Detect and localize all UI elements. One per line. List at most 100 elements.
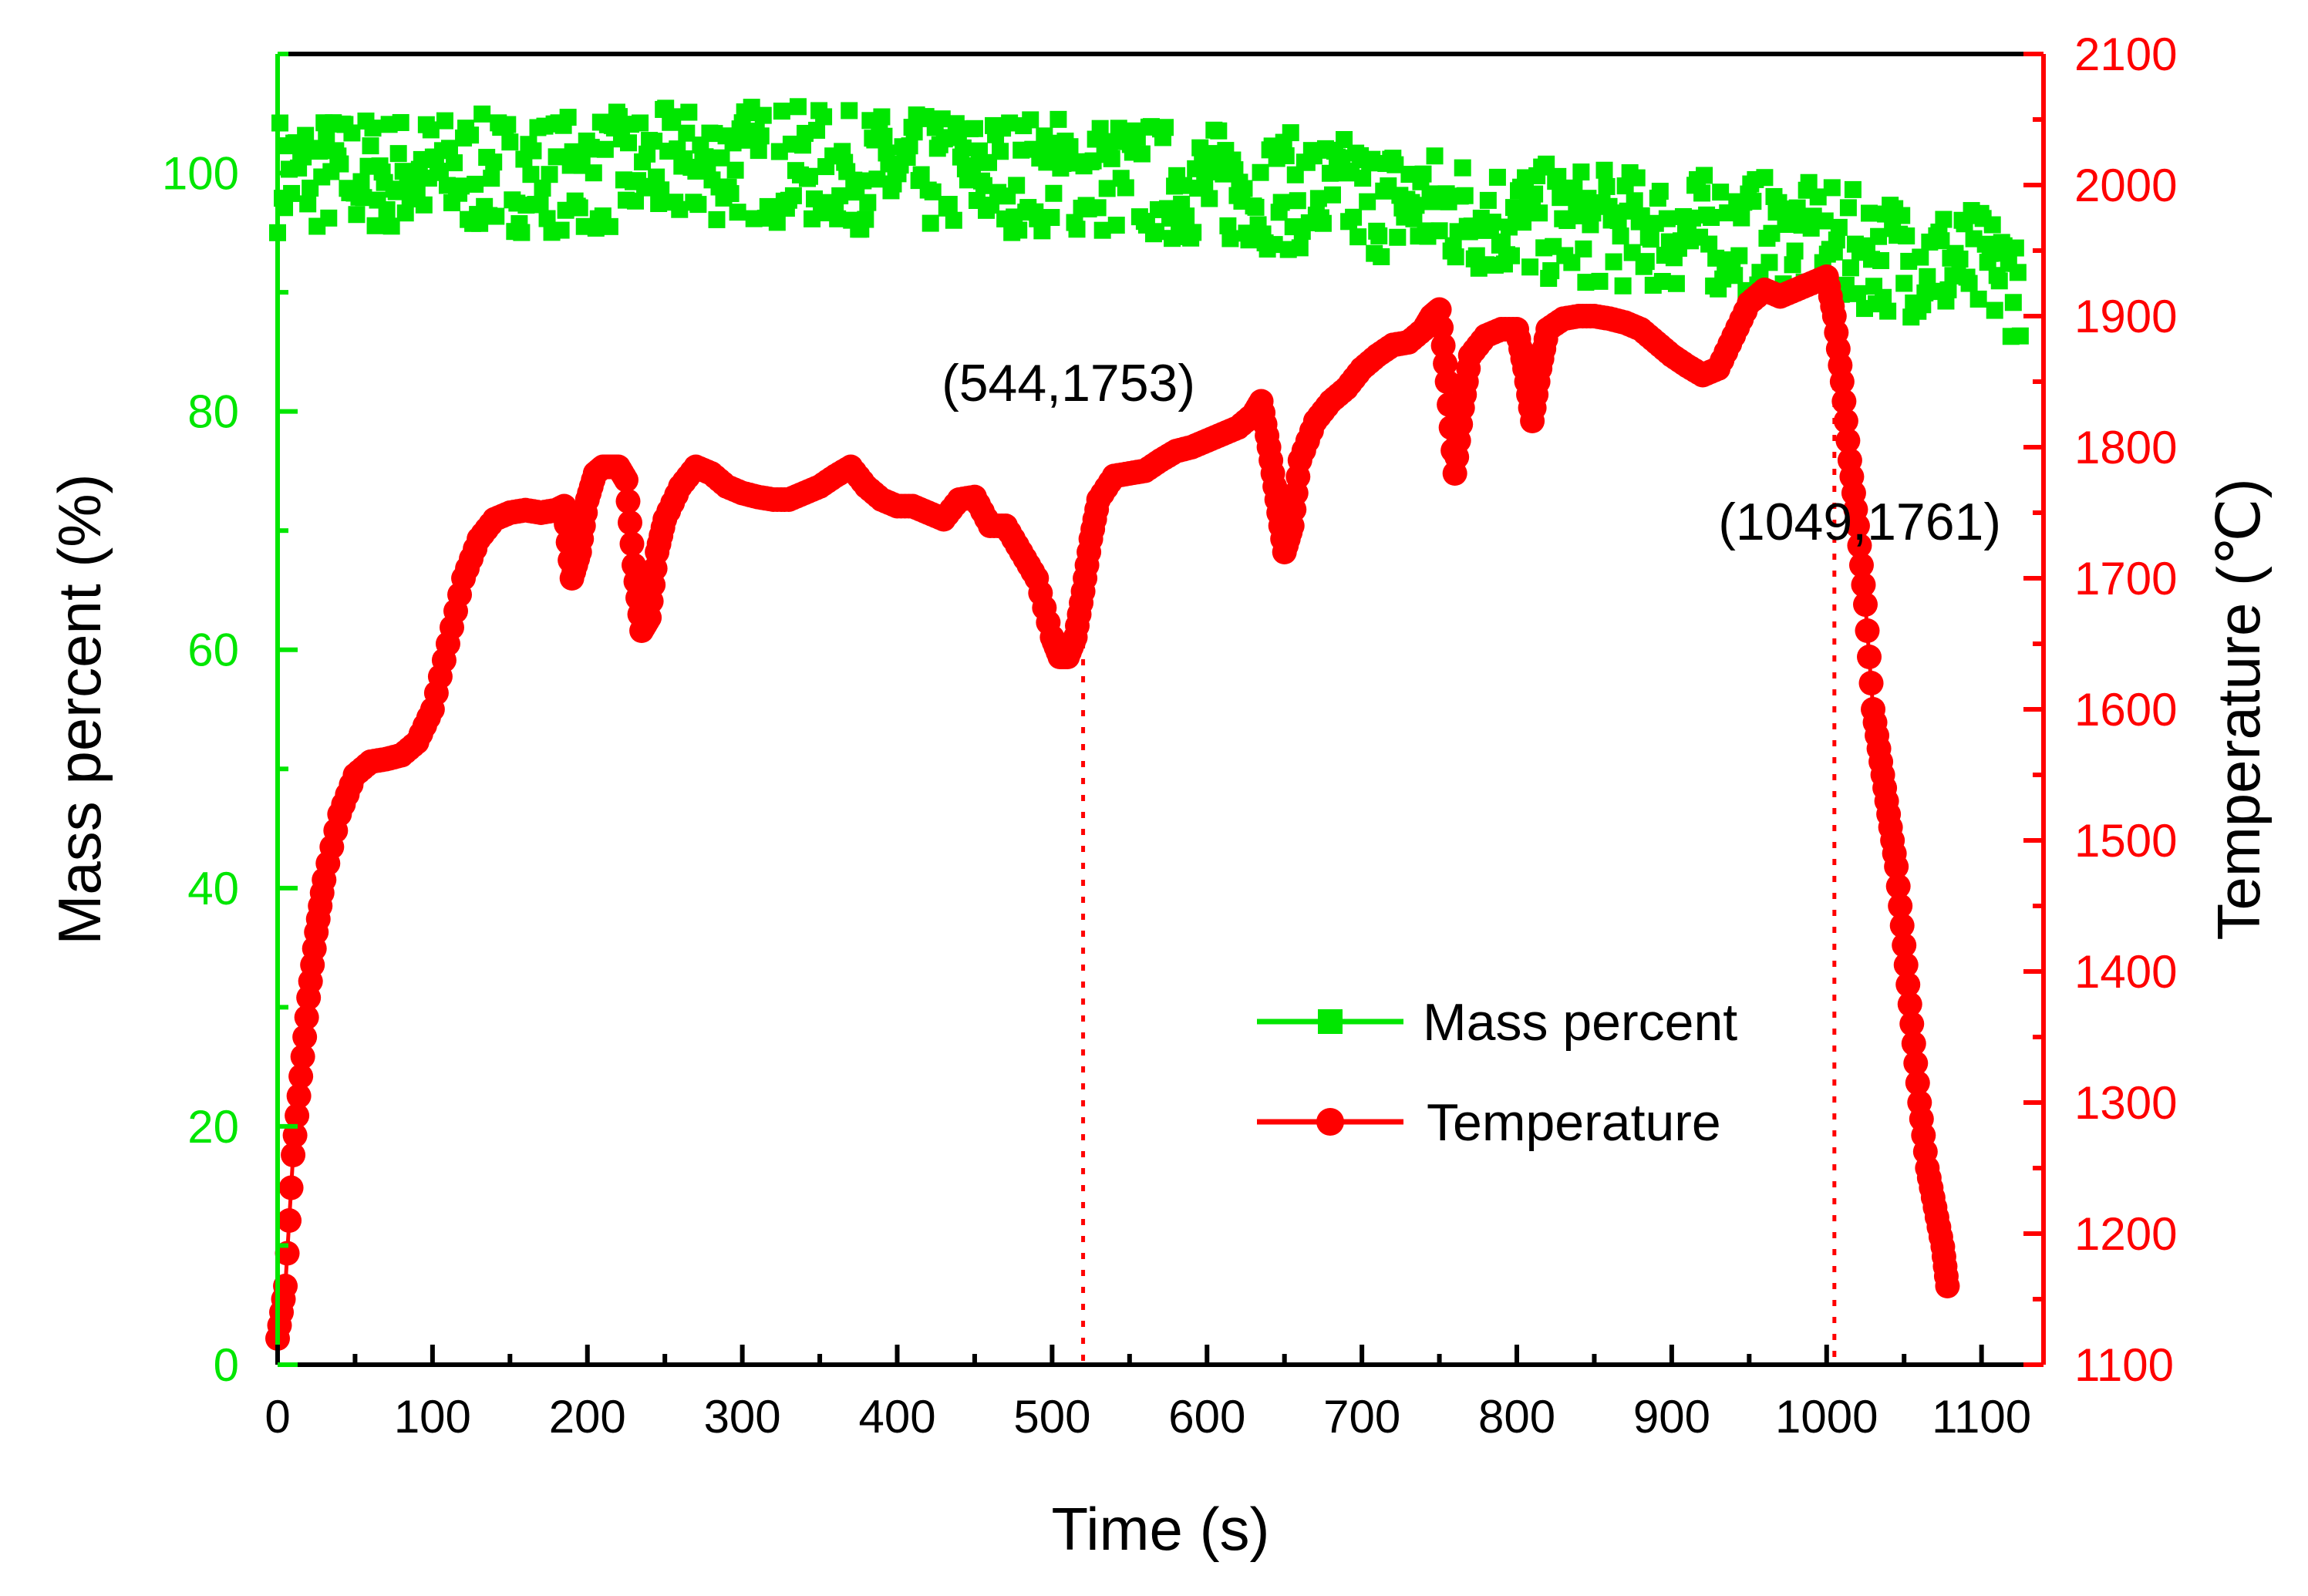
mass-point — [1932, 232, 1950, 250]
x-tick-label: 1000 — [1775, 1391, 1878, 1443]
mass-point — [462, 126, 480, 144]
mass-point — [1626, 192, 1643, 210]
mass-point — [1591, 272, 1609, 290]
temperature-point — [1835, 428, 1861, 453]
y-left-tick-label: 80 — [187, 386, 239, 438]
mass-point — [1986, 301, 2003, 319]
temperature-point — [619, 531, 645, 557]
mass-point — [808, 121, 826, 139]
y-right-tick-label: 2100 — [2074, 29, 2177, 80]
mass-point — [1651, 183, 1669, 200]
annotation-label: (544,1753) — [942, 354, 1195, 412]
mass-point — [548, 148, 565, 166]
mass-point — [1614, 277, 1632, 295]
mass-point — [922, 214, 939, 232]
mass-point — [1572, 163, 1590, 181]
mass-point — [1219, 217, 1237, 234]
mass-point — [1526, 185, 1544, 203]
mass-point — [1875, 288, 1892, 306]
mass-point — [1277, 147, 1295, 165]
temperature-point — [1889, 913, 1915, 938]
mass-point — [499, 116, 517, 133]
mass-point — [829, 210, 847, 227]
x-tick-label: 500 — [1013, 1391, 1090, 1443]
x-tick-label: 400 — [858, 1391, 935, 1443]
mass-point — [2009, 264, 2027, 281]
mass-point — [912, 166, 930, 184]
temperature-point — [1857, 645, 1882, 669]
mass-point — [1033, 222, 1051, 240]
mass-point — [768, 214, 786, 231]
mass-point — [1935, 210, 1953, 228]
mass-point — [483, 170, 500, 187]
mass-point — [650, 195, 668, 213]
mass-point — [1777, 216, 1794, 234]
mass-point — [1726, 267, 1744, 285]
x-tick-label: 700 — [1323, 1391, 1400, 1443]
mass-point — [1563, 254, 1581, 271]
x-tick-label: 900 — [1633, 1391, 1710, 1443]
x-tick-label: 200 — [549, 1391, 626, 1443]
temperature-point — [1903, 1051, 1929, 1076]
y-right-tick-label: 1800 — [2074, 422, 2177, 473]
mass-point — [513, 224, 531, 241]
mass-point — [1107, 217, 1125, 234]
mass-point — [311, 143, 329, 160]
mass-point — [1045, 184, 1063, 202]
mass-point — [729, 204, 746, 221]
mass-point — [1730, 247, 1748, 264]
mass-point — [396, 204, 414, 222]
mass-point — [538, 210, 556, 227]
mass-point — [1282, 124, 1299, 142]
mass-point — [1816, 212, 1834, 230]
temperature-point — [290, 1044, 315, 1069]
mass-point — [276, 199, 294, 217]
axes: 0 100 200 300 400 500 600 700 800 900 1000 1100 0 20 4… — [45, 29, 2273, 1563]
y-right-tick-label: 1500 — [2074, 815, 2177, 867]
temperature-point — [1888, 894, 1913, 918]
mass-point — [1893, 207, 1911, 224]
mass-point — [1345, 208, 1363, 226]
mass-point — [1632, 207, 1650, 224]
mass-point — [1043, 209, 1060, 227]
mass-point — [362, 137, 379, 155]
temperature-point — [1848, 553, 1874, 577]
y-right-tick-label: 1300 — [2074, 1077, 2177, 1129]
mass-point — [1050, 110, 1067, 128]
mass-point — [992, 143, 1009, 160]
mass-point — [905, 123, 923, 141]
mass-point — [1061, 138, 1079, 156]
mass-point — [1164, 230, 1181, 247]
temperature-point — [1901, 1031, 1926, 1056]
mass-point — [596, 140, 614, 158]
mass-point — [382, 217, 400, 235]
mass-point — [392, 113, 409, 131]
mass-point — [1426, 147, 1444, 165]
mass-point — [1733, 209, 1750, 227]
mass-point — [901, 137, 918, 155]
temperature-point — [1851, 572, 1876, 598]
mass-point — [1309, 190, 1327, 207]
mass-point — [431, 163, 449, 181]
mass-point — [571, 199, 588, 217]
mass-point — [1103, 150, 1120, 167]
mass-point — [801, 167, 819, 185]
y-right-tick-label: 1200 — [2074, 1208, 2177, 1260]
temperature-point — [1433, 351, 1458, 376]
mass-point — [1575, 240, 1592, 258]
mass-point — [1500, 218, 1518, 236]
mass-point — [485, 153, 503, 171]
mass-point — [1605, 253, 1622, 271]
mass-point — [1642, 231, 1659, 248]
mass-point — [1848, 285, 1866, 302]
mass-point — [559, 109, 577, 126]
mass-point — [1349, 228, 1367, 246]
mass-point — [873, 108, 891, 126]
mass-point — [975, 177, 992, 194]
mass-point — [601, 217, 618, 235]
mass-point — [1844, 180, 1862, 198]
mass-point — [1373, 247, 1390, 265]
mass-point — [1235, 180, 1253, 197]
mass-series — [269, 98, 2029, 345]
mass-point — [945, 211, 962, 229]
